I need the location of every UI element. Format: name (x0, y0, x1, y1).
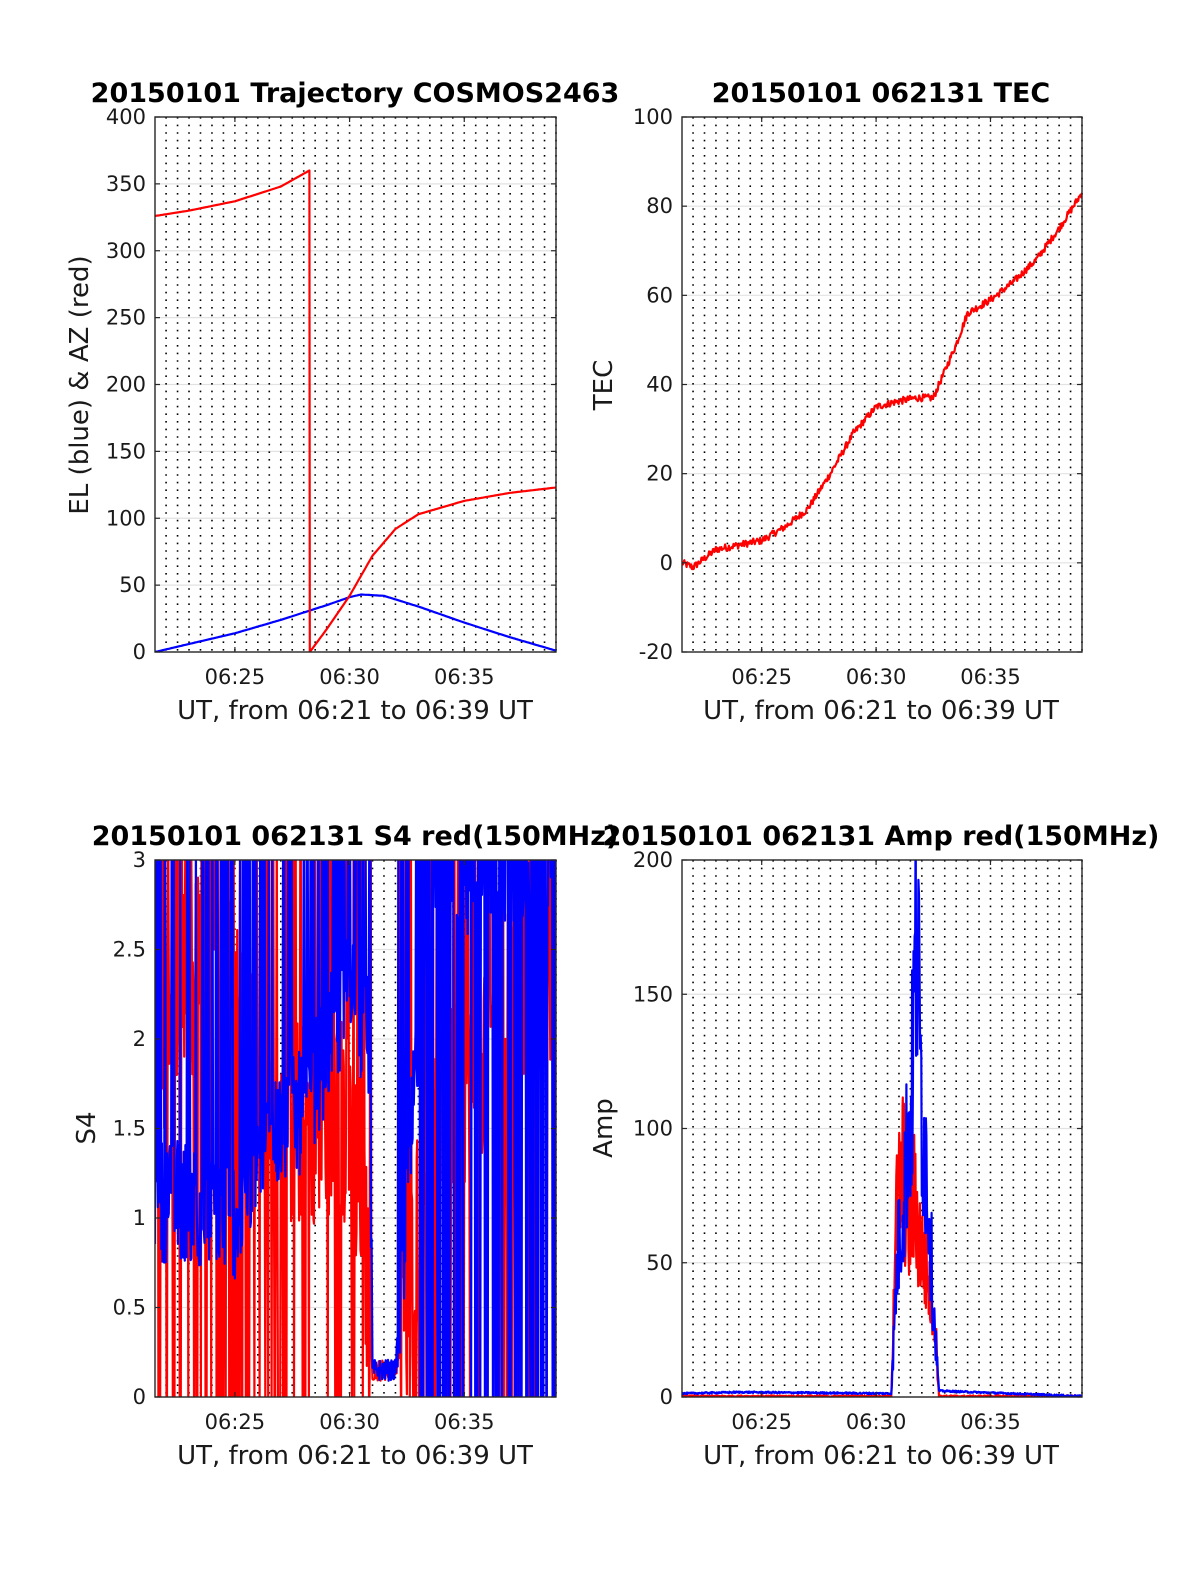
trajectory-title: 20150101 Trajectory COSMOS2463 (91, 78, 620, 109)
s4-ytick-label: 0 (133, 1385, 146, 1409)
s4-xtick-label: 06:30 (319, 1410, 380, 1434)
s4-series-group (155, 860, 556, 1397)
amp-ytick-label: 150 (633, 982, 673, 1006)
s4-series-blue (155, 860, 556, 1397)
tec-ytick-label: 80 (646, 194, 673, 218)
trajectory-series-group (155, 169, 556, 652)
trajectory-ytick-label: 200 (106, 373, 146, 397)
s4-title: 20150101 062131 S4 red(150MHz) (92, 821, 619, 852)
tec-xtick-label: 06:30 (846, 665, 907, 689)
amp-ytick-label: 200 (633, 848, 673, 872)
tec-title: 20150101 062131 TEC (712, 78, 1051, 109)
trajectory-grid (155, 116, 557, 653)
tec-series-red (682, 192, 1082, 571)
s4-ytick-label: 2 (133, 1027, 146, 1051)
trajectory-ytick-label: 150 (106, 439, 146, 463)
s4-ytick-label: 1 (133, 1206, 146, 1230)
amp-ytick-label: 100 (633, 1117, 673, 1141)
tec-xlabel: UT, from 06:21 to 06:39 UT (703, 696, 1059, 726)
amp-title: 20150101 062131 Amp red(150MHz) (603, 821, 1160, 852)
trajectory-panel: 20150101 Trajectory COSMOS2463 UT, from … (65, 78, 619, 726)
amp-series-red (682, 1096, 1082, 1397)
amp-xtick-label: 06:25 (731, 1410, 792, 1434)
tec-ytick-label: 60 (646, 283, 673, 307)
tec-ytick-label: 0 (660, 551, 673, 575)
trajectory-ytick-label: 50 (119, 573, 146, 597)
trajectory-ytick-label: 250 (106, 306, 146, 330)
s4-xtick-label: 06:35 (434, 1410, 495, 1434)
tec-ytick-label: -20 (639, 640, 673, 664)
tec-ytick-label: 40 (646, 373, 673, 397)
trajectory-series-blue (155, 593, 556, 652)
trajectory-xtick-label: 06:35 (434, 665, 495, 689)
trajectory-ytick-label: 400 (106, 105, 146, 129)
s4-ytick-label: 2.5 (113, 938, 146, 962)
tec-xtick-label: 06:25 (731, 665, 792, 689)
tec-ytick-label: 100 (633, 105, 673, 129)
trajectory-ylabel: EL (blue) & AZ (red) (65, 255, 95, 514)
amp-panel: 20150101 062131 Amp red(150MHz) UT, from… (589, 821, 1160, 1471)
trajectory-ytick-label: 100 (106, 506, 146, 530)
trajectory-ytick-label: 300 (106, 239, 146, 263)
s4-panel: 20150101 062131 S4 red(150MHz) UT, from … (72, 821, 619, 1471)
trajectory-ytick-label: 350 (106, 172, 146, 196)
tec-panel: 20150101 062131 TEC UT, from 06:21 to 06… (589, 78, 1083, 726)
trajectory-xlabel: UT, from 06:21 to 06:39 UT (177, 696, 533, 726)
amp-series-group (682, 860, 1082, 1397)
tec-grid (682, 116, 1083, 653)
amp-xtick-label: 06:35 (960, 1410, 1021, 1434)
amp-series-blue (682, 860, 1082, 1397)
trajectory-series-red (155, 169, 556, 652)
amp-grid (682, 859, 1083, 1398)
s4-xtick-label: 06:25 (205, 1410, 266, 1434)
tec-series-group (682, 192, 1082, 571)
s4-ylabel: S4 (72, 1111, 102, 1144)
tec-ylabel: TEC (589, 360, 619, 411)
tec-ytick-label: 20 (646, 462, 673, 486)
s4-ytick-label: 1.5 (113, 1117, 146, 1141)
tec-xtick-label: 06:35 (960, 665, 1021, 689)
s4-ytick-label: 3 (133, 848, 146, 872)
trajectory-ytick-label: 0 (133, 640, 146, 664)
s4-xlabel: UT, from 06:21 to 06:39 UT (177, 1441, 533, 1471)
trajectory-xtick-label: 06:30 (319, 665, 380, 689)
s4-ytick-label: 0.5 (113, 1296, 146, 1320)
amp-xlabel: UT, from 06:21 to 06:39 UT (703, 1441, 1059, 1471)
amp-ytick-label: 50 (646, 1251, 673, 1275)
amp-xtick-label: 06:30 (846, 1410, 907, 1434)
amp-ylabel: Amp (589, 1098, 619, 1158)
trajectory-xtick-label: 06:25 (205, 665, 266, 689)
amp-ytick-label: 0 (660, 1385, 673, 1409)
